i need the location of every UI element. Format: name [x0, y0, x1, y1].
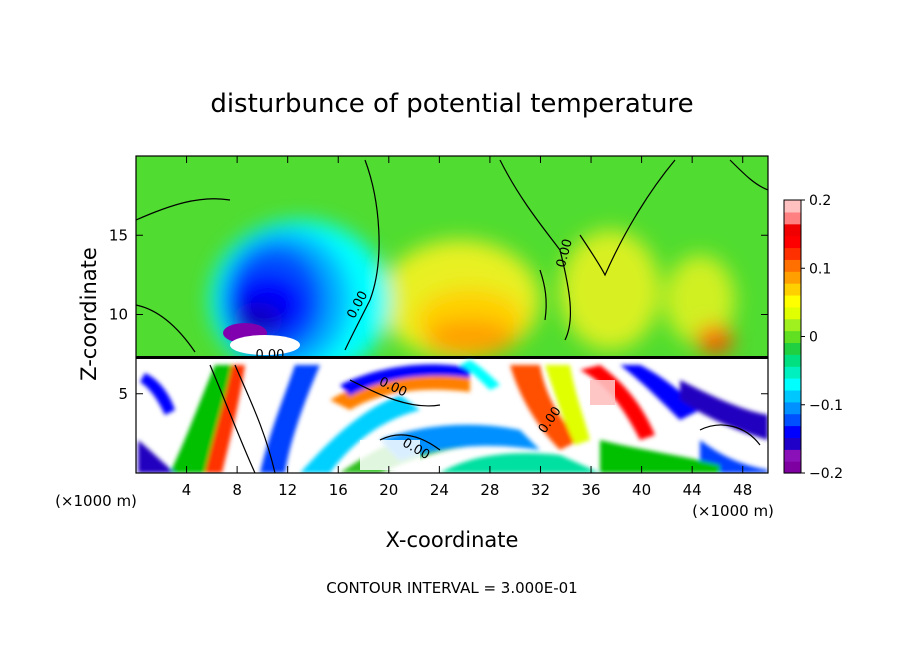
x-tick-label: 20 [379, 481, 398, 499]
contour-lines [136, 159, 768, 473]
z-tick-label: 15 [109, 226, 128, 244]
colorbar-swatch [784, 354, 801, 367]
colorbar-swatch [784, 342, 801, 355]
x-tick-label: 24 [430, 481, 449, 499]
heatmap-field [136, 156, 768, 473]
x-tick-label: 28 [480, 481, 499, 499]
colorbar-swatch [784, 271, 801, 284]
colorbar-swatch [784, 235, 801, 249]
z-axis: 5 10 15 [109, 226, 768, 403]
colorbar: 0.2 0.1 0 −0.1 −0.2 [783, 193, 843, 482]
colorbar-tick-label: −0.2 [809, 466, 843, 482]
colorbar-swatch [784, 330, 801, 344]
colorbar-tick-label: 0.2 [809, 193, 831, 209]
colorbar-swatch [784, 283, 801, 296]
colorbar-swatch [784, 294, 801, 308]
z-tick-label: 10 [109, 306, 128, 324]
x-tick-label: 36 [581, 481, 600, 499]
z-unit-label: (×1000 m) [692, 502, 774, 520]
colorbar-swatch [784, 318, 801, 332]
colorbar-tick-label: −0.1 [809, 398, 843, 414]
x-tick-label: 44 [683, 481, 702, 499]
contour-interval-annotation: CONTOUR INTERVAL = 3.000E-01 [326, 579, 577, 597]
colorbar-swatch [784, 223, 801, 237]
x-tick-label: 32 [531, 481, 550, 499]
x-unit-label: (×1000 m) [55, 492, 137, 510]
z-tick-label: 5 [118, 385, 128, 403]
contour-label: 0.00 [256, 348, 285, 363]
colorbar-swatch [784, 461, 801, 474]
x-tick-label: 16 [329, 481, 348, 499]
colorbar-swatch [784, 306, 801, 320]
colorbar-swatch [784, 389, 801, 403]
colorbar-tick-label: 0 [809, 330, 818, 346]
colorbar-swatch [784, 401, 801, 415]
colorbar-swatch [784, 211, 801, 225]
colorbar-swatch [784, 425, 801, 438]
x-tick-label: 12 [278, 481, 297, 499]
colorbar-swatch [784, 200, 801, 213]
contour-label: 0.00 [554, 237, 576, 269]
x-tick-label: 40 [632, 481, 651, 499]
colorbar-swatch [784, 449, 801, 462]
x-tick-label: 8 [232, 481, 242, 499]
x-tick-label: 48 [733, 481, 752, 499]
x-axis: 4 8 12 16 20 24 28 32 36 40 44 48 [182, 156, 752, 499]
y-axis-label: Z-coordinate [77, 247, 101, 381]
colorbar-swatch [784, 378, 801, 391]
x-axis-label: X-coordinate [386, 528, 519, 552]
colorbar-swatch [784, 247, 801, 260]
chart-title: disturbunce of potential temperature [210, 89, 693, 119]
colorbar-tick-label: 0.1 [809, 261, 831, 277]
colorbar-swatch [784, 259, 801, 272]
colorbar-swatch [784, 437, 801, 450]
colorbar-swatch [784, 413, 801, 427]
colorbar-swatch [784, 366, 801, 379]
x-tick-label: 4 [182, 481, 192, 499]
